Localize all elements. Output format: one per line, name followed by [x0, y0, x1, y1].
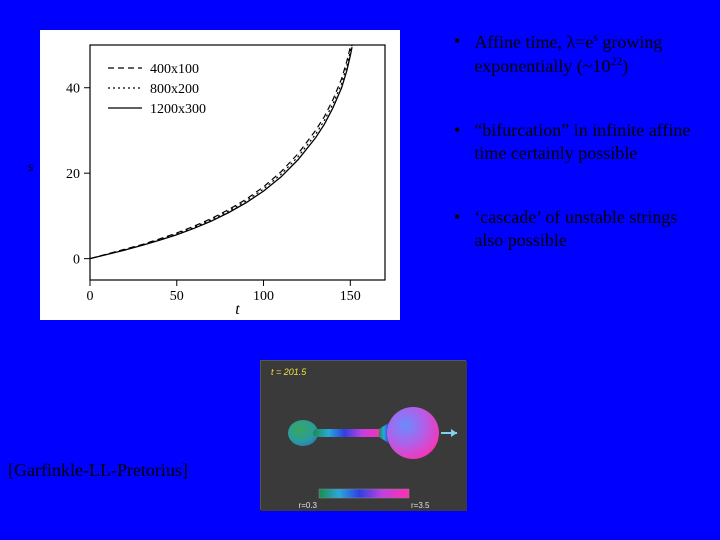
growth-chart: 0 50 100 150 0 20 40 t 400x100 800x200 1200x300	[40, 30, 400, 320]
chart-ylabel-s: s	[28, 160, 33, 176]
svg-text:400x100: 400x100	[150, 62, 199, 77]
svg-text:100: 100	[253, 289, 274, 304]
svg-text:800x200: 800x200	[150, 82, 199, 97]
svg-text:1200x300: 1200x300	[150, 102, 206, 117]
svg-text:t = 201.5: t = 201.5	[271, 367, 307, 377]
citation: [Garfinkle-LL-Pretorius]	[8, 460, 188, 481]
svg-text:20: 20	[66, 167, 80, 182]
simulation-frame-svg: t = 201.5 r=0.3 r=3.5	[261, 361, 467, 511]
simulation-frame: t = 201.5 r=0.3 r=3.5	[260, 360, 466, 510]
svg-text:150: 150	[340, 289, 361, 304]
svg-text:50: 50	[170, 289, 184, 304]
bullet-affine-time: • Affine time, λ=es growing exponentiall…	[450, 30, 700, 79]
svg-text:40: 40	[66, 82, 80, 97]
bullet-cascade: • ‘cascade’ of unstable strings also pos…	[450, 206, 700, 253]
bullet-bifurcation: • “bifurcation” in infinite affine time …	[450, 119, 700, 166]
svg-text:r=0.3: r=0.3	[299, 501, 318, 510]
svg-text:r=3.5: r=3.5	[411, 501, 430, 510]
svg-text:0: 0	[87, 289, 94, 304]
bullet-list: • Affine time, λ=es growing exponentiall…	[450, 30, 700, 292]
svg-text:t: t	[235, 301, 240, 318]
svg-text:0: 0	[73, 253, 80, 268]
growth-chart-svg: 0 50 100 150 0 20 40 t 400x100 800x200 1200x300	[40, 30, 400, 320]
